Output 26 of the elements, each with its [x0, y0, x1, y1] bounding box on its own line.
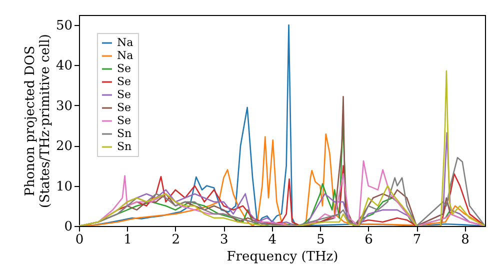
y-tick-label: 40: [56, 58, 72, 74]
x-tick-label: 0: [75, 232, 84, 248]
legend-label: Se: [117, 101, 132, 114]
legend-label: Na: [117, 49, 134, 62]
y-tick-label: 30: [56, 98, 72, 114]
legend-label: Se: [117, 114, 132, 127]
x-tick-label: 5: [316, 232, 325, 248]
x-tick-label: 3: [220, 232, 228, 248]
legend-label: Se: [117, 88, 132, 101]
y-tick-label: 20: [56, 139, 72, 154]
x-tick-label: 7: [412, 232, 422, 248]
y-tick-label: 50: [56, 18, 72, 34]
x-tick-label: 4: [268, 232, 277, 248]
legend-label: Se: [117, 75, 132, 88]
legend-label: Na: [117, 36, 134, 49]
x-axis-title: Frequency (THz): [226, 250, 338, 264]
x-tick-label: 6: [364, 232, 373, 248]
legend-label: Se: [117, 62, 132, 75]
legend-label: Sn: [117, 127, 132, 140]
y-tick-label: 10: [56, 179, 72, 194]
y-tick-label: 0: [64, 220, 72, 234]
x-tick-label: 2: [172, 232, 180, 248]
x-tick-label: 1: [124, 232, 132, 248]
x-tick-label: 8: [461, 232, 470, 248]
y-axis-title: Phonon projected DOS (States/THz·primitive cell): [22, 34, 53, 208]
legend-label: Sn: [117, 140, 132, 153]
